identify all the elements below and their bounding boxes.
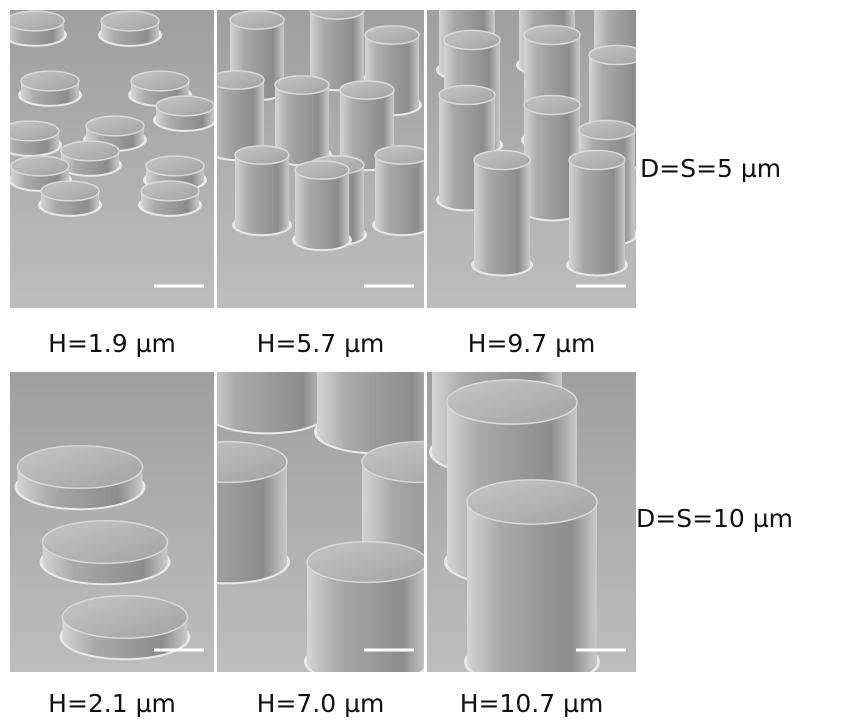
pillar-body	[569, 160, 625, 265]
pillar-top	[63, 596, 188, 639]
pillar-top	[375, 146, 429, 164]
pillar-top	[156, 96, 214, 116]
pillar-top	[569, 150, 625, 169]
pillar-top	[579, 120, 635, 139]
pillar-top	[131, 71, 189, 91]
pillar-top	[146, 156, 204, 176]
pillar-top	[524, 25, 580, 44]
pillar-body	[295, 170, 349, 240]
row-label: D=S=5 µm	[640, 154, 781, 183]
panel-caption: H=1.9 µm	[48, 329, 176, 358]
pillar-top	[447, 380, 577, 424]
pillar-body	[474, 160, 530, 265]
pillar-top	[307, 542, 427, 583]
pillar-body	[375, 155, 429, 225]
pillar-top	[467, 480, 597, 524]
pillar-top	[21, 71, 79, 91]
pillar-top	[101, 11, 159, 31]
pillar-top	[141, 181, 199, 201]
pillar-top	[365, 26, 419, 44]
pillar-top	[444, 30, 500, 49]
pillar-top	[210, 71, 264, 89]
pillar-body	[275, 85, 329, 155]
pillar-top	[86, 116, 144, 136]
row-label: D=S=10 µm	[636, 504, 793, 533]
pillar-top	[61, 141, 119, 161]
pillar-top	[295, 161, 349, 179]
pillar-body	[310, 10, 364, 80]
micrograph	[207, 1, 432, 308]
pillar-top	[6, 11, 64, 31]
micrograph	[0, 10, 217, 308]
pillar-top	[340, 81, 394, 99]
panel-caption: H=2.1 µm	[48, 689, 176, 718]
pillar-top	[43, 521, 168, 564]
panel-caption: H=9.7 µm	[468, 329, 596, 358]
pillar-top	[524, 95, 580, 114]
pillar-body	[207, 312, 327, 412]
micrograph	[10, 372, 214, 672]
micrograph	[427, 0, 653, 308]
panel-caption: H=10.7 µm	[460, 689, 604, 718]
pillar-top	[589, 45, 645, 64]
pillar-top	[235, 146, 289, 164]
pillar-top	[310, 1, 364, 19]
pillar-body	[235, 155, 289, 225]
figure: H=1.9 µm H=5.7 µm H=9.7 µm D=S=5 µm H=2.1 µm…	[0, 0, 851, 726]
pillar-top	[1, 121, 59, 141]
pillar-top	[11, 156, 69, 176]
pillar-top	[439, 85, 495, 104]
panel-caption: H=7.0 µm	[257, 689, 385, 718]
pillar-body	[467, 502, 597, 662]
panel-caption: H=5.7 µm	[257, 329, 385, 358]
pillar-top	[230, 11, 284, 29]
pillar-top	[275, 76, 329, 94]
pillar-top	[41, 181, 99, 201]
pillar-top	[474, 150, 530, 169]
pillar-body	[210, 80, 264, 150]
pillar-top	[18, 446, 143, 489]
